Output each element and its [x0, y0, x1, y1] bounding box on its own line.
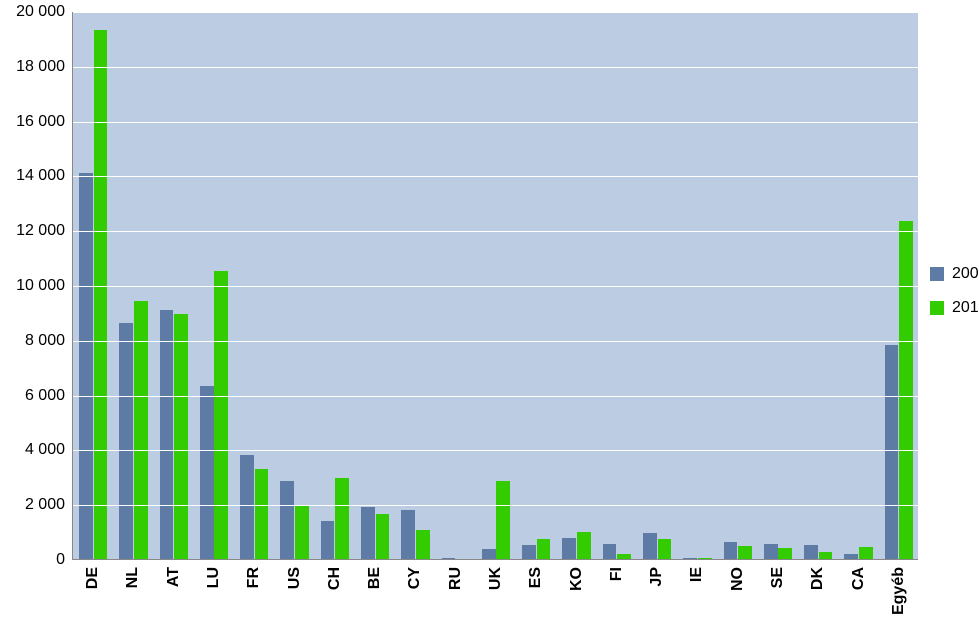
xtick-label: BE	[366, 567, 384, 589]
bar	[859, 547, 873, 559]
legend-label: 2008	[952, 265, 979, 283]
bar	[738, 546, 752, 559]
bar	[496, 481, 510, 559]
bar	[577, 532, 591, 559]
ytick-label: 20 000	[16, 3, 65, 21]
bar	[724, 542, 738, 559]
ytick-label: 6 000	[25, 387, 65, 405]
xtick-label: AT	[165, 567, 183, 587]
gridline	[73, 231, 918, 232]
ytick-label: 8 000	[25, 332, 65, 350]
bar	[442, 558, 456, 559]
bar	[764, 544, 778, 559]
xtick-label: US	[286, 567, 304, 589]
xtick-label: FR	[245, 567, 263, 588]
bar	[617, 554, 631, 559]
ytick-label: 2 000	[25, 496, 65, 514]
xtick-label: Egyéb	[890, 567, 908, 615]
xtick-label: UK	[487, 567, 505, 590]
gridline	[73, 341, 918, 342]
bar	[94, 30, 108, 559]
gridline	[73, 122, 918, 123]
ytick-label: 16 000	[16, 113, 65, 131]
xtick-label: DK	[809, 567, 827, 590]
bar	[844, 554, 858, 559]
bar	[416, 530, 430, 559]
bar	[255, 469, 269, 559]
bar	[643, 533, 657, 559]
legend-item: 2012	[930, 299, 979, 317]
xtick-label: IE	[688, 567, 706, 582]
chart-container: 0 2 000 4 000 6 000 8 000 10 000 12 000 14 000 1…	[0, 0, 979, 641]
bar	[537, 539, 551, 559]
bar	[335, 478, 349, 559]
ytick-label: 18 000	[16, 58, 65, 76]
bar	[778, 548, 792, 559]
xtick-label: CH	[326, 567, 344, 590]
legend-label: 2012	[952, 299, 979, 317]
bar	[683, 558, 697, 559]
ytick-label: 0	[56, 551, 65, 569]
bar	[482, 549, 496, 559]
legend-item: 2008	[930, 265, 979, 283]
bar	[819, 552, 833, 559]
ytick-label: 10 000	[16, 277, 65, 295]
xtick-label: CY	[406, 567, 424, 589]
xtick-label: ES	[527, 567, 545, 588]
bar	[804, 545, 818, 559]
xtick-label: SE	[769, 567, 787, 588]
gridline	[73, 176, 918, 177]
bar	[401, 510, 415, 559]
bar	[603, 544, 617, 559]
bar	[698, 558, 712, 559]
bar	[240, 455, 254, 559]
gridline	[73, 12, 918, 13]
bar	[522, 545, 536, 559]
bar	[562, 538, 576, 559]
bar	[174, 314, 188, 559]
gridline	[73, 286, 918, 287]
xtick-label: CA	[850, 567, 868, 590]
gridline	[73, 67, 918, 68]
xtick-label: NO	[729, 567, 747, 591]
gridline	[73, 396, 918, 397]
ytick-label: 12 000	[16, 222, 65, 240]
legend: 2008 2012	[930, 265, 979, 317]
gridline	[73, 505, 918, 506]
bar	[376, 514, 390, 559]
xtick-label: JP	[648, 567, 666, 587]
bar	[321, 521, 335, 559]
bar	[200, 386, 214, 559]
bar	[280, 481, 294, 559]
bar	[899, 221, 913, 559]
bar	[160, 310, 174, 559]
gridline	[73, 450, 918, 451]
bar	[885, 345, 899, 559]
bar	[361, 507, 375, 559]
bar	[214, 271, 228, 559]
bar	[295, 506, 309, 559]
xtick-label: NL	[124, 567, 142, 588]
ytick-label: 4 000	[25, 441, 65, 459]
ytick-label: 14 000	[16, 167, 65, 185]
legend-swatch	[930, 301, 944, 315]
xtick-label: RU	[447, 567, 465, 590]
bar	[119, 323, 133, 559]
xtick-label: FI	[608, 567, 626, 581]
plot-area: 02 0004 0006 0008 00010 00012 00014 0001…	[72, 12, 918, 560]
xtick-label: KO	[568, 567, 586, 591]
bar	[658, 539, 672, 559]
xtick-label: DE	[84, 567, 102, 589]
xtick-label: LU	[205, 567, 223, 588]
legend-swatch	[930, 267, 944, 281]
